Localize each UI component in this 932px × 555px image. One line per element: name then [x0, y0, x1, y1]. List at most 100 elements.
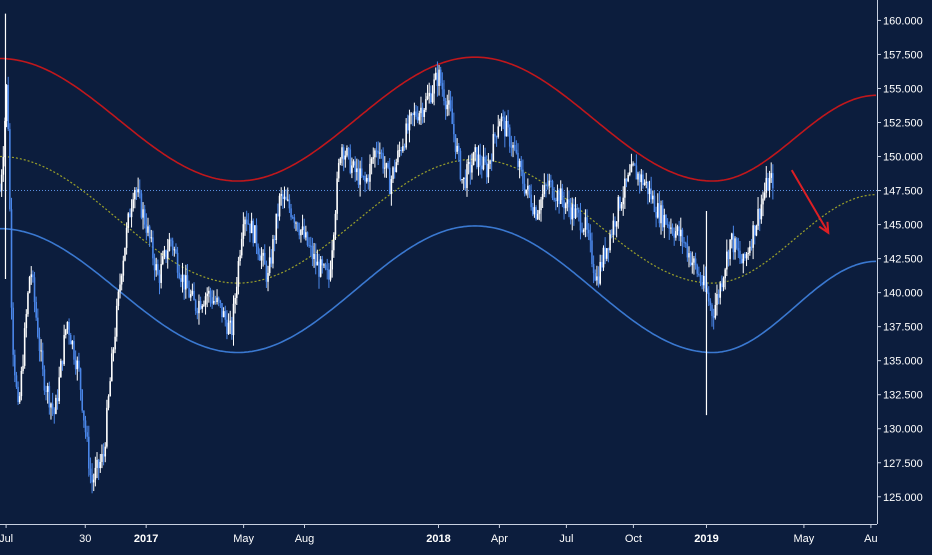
candle-body [214, 300, 217, 303]
candle-body [107, 396, 110, 408]
candle-body [502, 116, 504, 118]
candle-body [668, 224, 671, 229]
candle-body [286, 199, 289, 201]
candle-body [79, 368, 82, 390]
candle-body [84, 420, 87, 433]
candle-body [231, 320, 233, 336]
candle-body [122, 260, 125, 276]
candle-body [280, 194, 282, 196]
band-middle-line [0, 155, 877, 284]
candle-body [173, 249, 176, 251]
candle-body [622, 197, 625, 205]
candle-body [469, 161, 472, 173]
candle-body [203, 304, 205, 306]
candle-body [471, 165, 473, 173]
candle-body [587, 229, 590, 234]
candle-body [767, 177, 769, 191]
candle-body [556, 190, 559, 201]
candle-body [407, 123, 409, 131]
candle-body [554, 200, 557, 202]
y-tick-label: 145.000 [883, 220, 923, 232]
candle-body [216, 297, 218, 303]
candle-body [50, 403, 52, 408]
candle-body [229, 320, 232, 323]
candle-body [344, 155, 347, 160]
candle-body [714, 304, 717, 318]
candle-body [362, 175, 365, 177]
candle-body [142, 209, 144, 218]
candle-body [499, 121, 501, 127]
candle-body [671, 227, 674, 234]
candle-body [768, 177, 771, 191]
candle-body [744, 253, 746, 259]
candle-body [219, 300, 222, 304]
candle-body [247, 223, 250, 225]
candle-body [226, 319, 228, 334]
candle-body [390, 179, 393, 195]
candle-body [119, 284, 121, 292]
candle-body [653, 195, 656, 213]
candle-body [259, 254, 261, 261]
candle-body [479, 154, 481, 166]
candle-body [457, 145, 460, 151]
candle-body [224, 311, 227, 320]
candle-body [648, 188, 651, 195]
candle-body [66, 322, 69, 330]
candle-body [453, 123, 455, 135]
candle-body [383, 167, 386, 169]
candle-body [336, 178, 338, 214]
candle-body [189, 294, 192, 298]
candle-body [533, 207, 536, 215]
candle-body [221, 303, 223, 318]
candle-body [380, 152, 383, 154]
candle-body [444, 101, 447, 110]
candle-body [314, 254, 317, 266]
candle-body [321, 259, 324, 266]
candle-body [51, 403, 54, 409]
candle-body [166, 250, 169, 259]
candle-body [120, 275, 123, 285]
candle-body [337, 163, 340, 179]
candle-body [448, 100, 450, 105]
candle-body [55, 397, 57, 414]
candle-body [364, 175, 366, 182]
candle-body [656, 203, 659, 218]
candle-body [28, 276, 31, 293]
candle-body [709, 301, 712, 306]
candle-body [691, 262, 694, 266]
candle-body [640, 174, 643, 183]
candle-body [589, 233, 592, 241]
candle-body [272, 239, 274, 264]
candle-body [737, 248, 740, 251]
candles-group [0, 13, 774, 494]
candle-body [652, 195, 654, 200]
candle-body [607, 248, 610, 251]
candle-body [161, 256, 164, 265]
candle-body [722, 278, 725, 288]
candle-body [388, 167, 391, 195]
candle-body [581, 230, 583, 232]
candle-body [632, 163, 634, 165]
candle-body [393, 167, 396, 172]
candle-body [573, 204, 575, 219]
candle-body [474, 147, 477, 153]
plot-area [0, 13, 877, 494]
candle-body [5, 85, 8, 122]
candle-body [410, 113, 412, 116]
candle-body [38, 337, 41, 351]
candle-body [461, 179, 463, 181]
candle-body [757, 208, 759, 226]
candle-body [405, 123, 407, 148]
candle-body [675, 231, 677, 238]
candle-body [255, 225, 258, 247]
candle-body [191, 290, 194, 295]
candle-body [563, 200, 565, 209]
candle-body [92, 479, 95, 483]
x-tick-label: 2018 [426, 533, 450, 545]
candle-body [357, 168, 360, 185]
candle-body [53, 408, 56, 414]
candle-body [546, 185, 549, 187]
band-upper-line [0, 56, 876, 182]
